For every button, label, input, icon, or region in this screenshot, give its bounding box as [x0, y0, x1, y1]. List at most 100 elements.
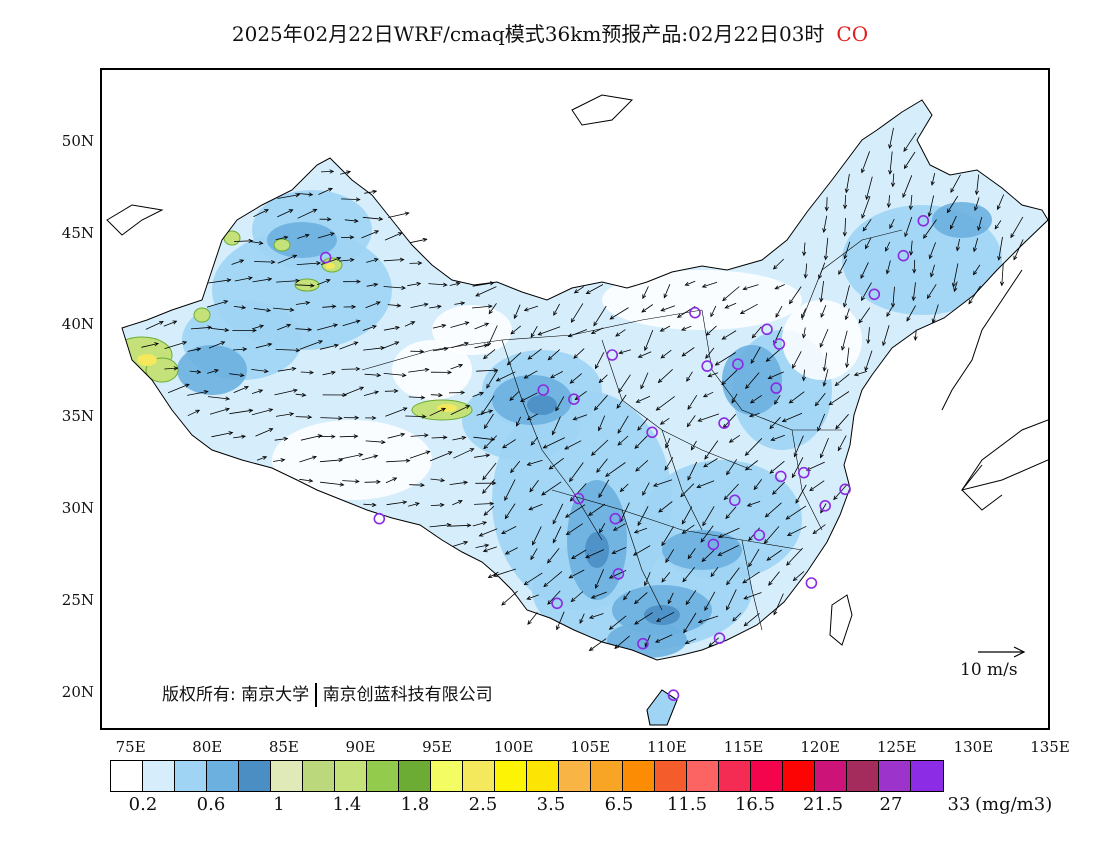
x-tick-label: 105E [570, 738, 611, 756]
x-tick-label: 80E [192, 738, 223, 756]
legend-swatch [559, 761, 591, 791]
city-marker [773, 338, 786, 350]
x-tick-label: 130E [953, 738, 994, 756]
legend-label: 6.5 [604, 794, 634, 815]
x-tick-label: 85E [268, 738, 299, 756]
city-marker [637, 637, 649, 650]
map-title: 2025年02月22日WRF/cmaq模式36km预报产品:02月22日03时 C… [0, 18, 1100, 47]
legend-swatch [527, 761, 559, 791]
legend-swatch [111, 761, 143, 791]
legend-label: 1.8 [400, 794, 430, 815]
x-tick-label: 110E [647, 738, 687, 756]
city-marker [606, 349, 619, 361]
city-marker [373, 512, 386, 525]
city-marker [868, 288, 881, 301]
legend-swatch [495, 761, 527, 791]
x-tick-label: 115E [723, 738, 764, 756]
legend-swatch [399, 761, 431, 791]
city-marker [667, 689, 680, 702]
legend-label: 11.5 [666, 794, 708, 815]
city-marker [897, 249, 910, 262]
city-markers [319, 215, 930, 702]
city-marker [551, 597, 563, 610]
legend-swatch [911, 761, 943, 791]
map-panel[interactable] [100, 68, 1050, 730]
city-marker [689, 306, 701, 319]
legend-swatch [623, 761, 655, 791]
copyright-notice: 版权所有: 南京大学 南京创蓝科技有限公司 [162, 680, 493, 707]
city-marker [917, 215, 930, 227]
x-tick-label: 135E [1030, 738, 1070, 756]
legend-label: 27 [879, 794, 903, 815]
y-tick-label: 25N [61, 591, 94, 610]
legend-swatch [335, 761, 367, 791]
city-marker [718, 417, 730, 429]
legend-label: 0.2 [128, 794, 158, 815]
y-tick-label: 35N [61, 407, 94, 426]
legend-swatch [847, 761, 879, 791]
legend-swatch [655, 761, 687, 791]
concentration-field [122, 100, 1048, 660]
city-marker [701, 360, 714, 372]
legend-swatch [879, 761, 911, 791]
title-main: 2025年02月22日WRF/cmaq模式36km预报产品:02月22日03时 [231, 22, 825, 46]
legend-unit: (mg/m3) [975, 794, 1053, 815]
legend-swatch [719, 761, 751, 791]
legend-swatch [367, 761, 399, 791]
city-marker [732, 358, 744, 371]
wind-vectors [141, 127, 1024, 652]
city-marker [713, 632, 726, 645]
wind-reference-arrow [978, 646, 1026, 658]
legend-swatch [143, 761, 175, 791]
x-tick-label: 95E [422, 738, 453, 756]
y-tick-label: 45N [61, 223, 94, 242]
x-tick-label: 100E [493, 738, 534, 756]
legend-label: 33 [947, 794, 971, 815]
city-marker [770, 382, 783, 394]
legend-label: 0.6 [196, 794, 226, 815]
legend-label: 21.5 [802, 794, 844, 815]
city-marker [805, 577, 818, 589]
legend-swatch [783, 761, 815, 791]
copyright-text-b: 南京创蓝科技有限公司 [322, 685, 493, 705]
legend-label: 3.5 [536, 794, 566, 815]
legend-swatch [207, 761, 239, 791]
legend-label: 16.5 [734, 794, 776, 815]
copyright-text-a: 版权所有: 南京大学 [162, 685, 310, 705]
city-marker [761, 323, 773, 336]
city-marker [819, 499, 832, 512]
copyright-separator [315, 683, 317, 707]
x-tick-label: 90E [345, 738, 376, 756]
legend-swatch [591, 761, 623, 791]
city-marker [319, 251, 332, 264]
legend-swatch [687, 761, 719, 791]
legend-label: 2.5 [468, 794, 498, 815]
y-tick-label: 30N [61, 499, 94, 518]
title-species: CO [836, 22, 869, 46]
legend-swatch [751, 761, 783, 791]
legend-swatch [303, 761, 335, 791]
legend-label: 1 [273, 794, 285, 815]
legend-swatch [175, 761, 207, 791]
x-tick-label: 120E [800, 738, 840, 756]
city-marker [572, 492, 585, 505]
x-tick-label: 75E [115, 738, 146, 756]
city-marker [839, 483, 851, 496]
city-marker [537, 384, 550, 396]
y-tick-label: 50N [61, 131, 94, 150]
map-canvas [106, 94, 1048, 726]
city-marker [707, 538, 720, 551]
legend-swatch [463, 761, 495, 791]
color-legend [110, 760, 944, 792]
y-tick-label: 40N [61, 315, 94, 334]
city-marker [753, 529, 766, 542]
legend-label: 1.4 [332, 794, 362, 815]
legend-swatch [239, 761, 271, 791]
y-tick-label: 20N [61, 683, 94, 702]
x-tick-label: 125E [876, 738, 917, 756]
wind-reference-label: 10 m/s [960, 660, 1018, 680]
city-marker [612, 568, 625, 580]
city-marker [797, 466, 810, 479]
city-marker [609, 512, 622, 525]
city-marker [728, 494, 741, 507]
